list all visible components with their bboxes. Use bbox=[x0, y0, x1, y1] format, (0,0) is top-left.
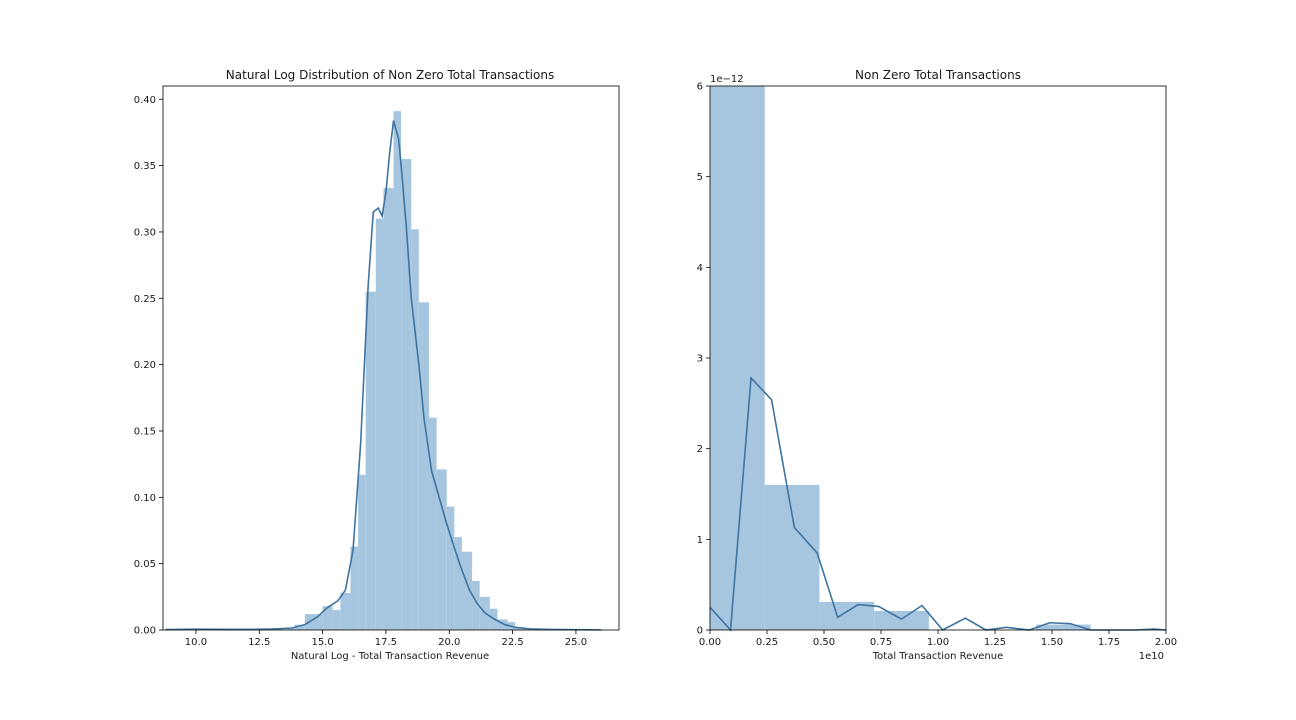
histogram-bar bbox=[365, 291, 376, 630]
histogram-bar bbox=[358, 474, 366, 630]
left-chart: Natural Log Distribution of Non Zero Tot… bbox=[134, 68, 620, 662]
histogram-bar bbox=[312, 614, 323, 630]
left-axes-frame bbox=[162, 85, 620, 631]
x-tick-label: 25.0 bbox=[565, 637, 587, 648]
histogram-bar bbox=[454, 537, 462, 630]
right-chart-title: Non Zero Total Transactions bbox=[855, 68, 1021, 82]
y-tick-label: 2 bbox=[697, 444, 703, 455]
histogram-bar bbox=[429, 417, 437, 630]
x-tick-label: 1.75 bbox=[1098, 637, 1120, 648]
y-tick-label: 0.10 bbox=[134, 493, 156, 504]
x-tick-label: 17.5 bbox=[375, 637, 397, 648]
histogram-bar bbox=[322, 606, 333, 630]
x-tick-label: 2.00 bbox=[1155, 637, 1177, 648]
histogram-bar bbox=[340, 592, 351, 630]
right-y-ticks: 0 1 2 3 4 5 6 bbox=[697, 82, 710, 637]
x-tick-label: 20.0 bbox=[438, 637, 460, 648]
left-x-axis-label: Natural Log - Total Transaction Revenue bbox=[291, 651, 489, 662]
x-tick-label: 22.5 bbox=[501, 637, 523, 648]
x-tick-label: 0.25 bbox=[756, 637, 778, 648]
right-chart: Non Zero Total Transactions 0.00 0.25 0.50… bbox=[697, 68, 1178, 662]
x-tick-label: 0.00 bbox=[699, 637, 721, 648]
histogram-bar bbox=[332, 610, 341, 630]
y-tick-label: 3 bbox=[697, 354, 703, 365]
x-tick-label: 15.0 bbox=[311, 637, 333, 648]
y-tick-label: 0.30 bbox=[134, 227, 156, 238]
histogram-bar bbox=[461, 551, 473, 630]
histogram-bar bbox=[1036, 624, 1091, 630]
left-kde-line bbox=[165, 120, 602, 631]
histogram-bar bbox=[764, 484, 820, 630]
histogram-bar bbox=[436, 469, 447, 630]
x-tick-label: 1.50 bbox=[1041, 637, 1063, 648]
right-y-offset-label: 1e−12 bbox=[710, 74, 744, 85]
y-tick-label: 0.05 bbox=[134, 559, 156, 570]
left-chart-title: Natural Log Distribution of Non Zero Tot… bbox=[226, 68, 554, 82]
histogram-bar bbox=[375, 218, 384, 630]
x-tick-label: 0.75 bbox=[870, 637, 892, 648]
histogram-bar bbox=[497, 619, 508, 630]
y-tick-label: 1 bbox=[697, 535, 703, 546]
x-tick-label: 1.25 bbox=[984, 637, 1006, 648]
histogram-bar bbox=[393, 111, 402, 630]
histogram-bar bbox=[446, 506, 455, 630]
histogram-bar bbox=[418, 302, 429, 630]
right-x-axis-label: Total Transaction Revenue bbox=[872, 651, 1003, 662]
x-tick-label: 0.50 bbox=[813, 637, 835, 648]
x-tick-label: 1.00 bbox=[927, 637, 949, 648]
histogram-bar bbox=[350, 546, 359, 630]
right-x-ticks: 0.00 0.25 0.50 0.75 1.00 1.25 1.50 1.75 2.00 bbox=[699, 630, 1177, 648]
x-tick-label: 10.0 bbox=[185, 637, 207, 648]
y-tick-label: 0.35 bbox=[134, 161, 156, 172]
y-tick-label: 0.00 bbox=[134, 626, 156, 637]
right-x-offset-label: 1e10 bbox=[1139, 651, 1164, 662]
x-tick-label: 12.5 bbox=[248, 637, 270, 648]
right-histogram-bars bbox=[710, 86, 1091, 630]
histogram-bar bbox=[874, 610, 929, 630]
y-tick-label: 0.40 bbox=[134, 95, 156, 106]
left-x-ticks: 10.0 12.5 15.0 17.5 20.0 22.5 25.0 bbox=[185, 630, 587, 648]
y-tick-label: 0 bbox=[697, 626, 703, 637]
y-tick-label: 5 bbox=[697, 172, 703, 183]
histogram-bar bbox=[411, 229, 419, 631]
left-histogram-bars bbox=[165, 111, 526, 631]
y-tick-label: 6 bbox=[697, 82, 703, 93]
y-tick-label: 0.15 bbox=[134, 426, 156, 437]
histogram-bar bbox=[819, 601, 875, 630]
left-y-ticks: 0.00 0.05 0.10 0.15 0.20 0.25 0.30 0.35 0.40 bbox=[134, 95, 163, 637]
y-tick-label: 0.20 bbox=[134, 360, 156, 371]
histogram-bar bbox=[383, 188, 394, 631]
histogram-bar bbox=[287, 628, 295, 630]
y-tick-label: 0.25 bbox=[134, 294, 156, 305]
histogram-bar bbox=[294, 624, 305, 630]
histogram-bar bbox=[401, 158, 412, 630]
histogram-bar bbox=[472, 580, 480, 630]
y-tick-label: 4 bbox=[697, 263, 703, 274]
